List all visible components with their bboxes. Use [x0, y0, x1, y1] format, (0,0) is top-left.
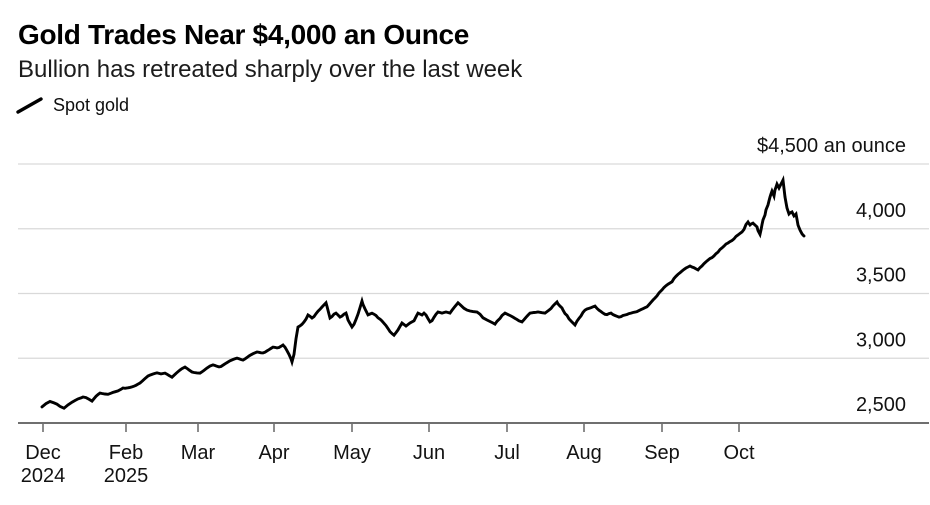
legend: Spot gold: [16, 95, 129, 116]
x-axis-label: Dec: [25, 442, 61, 464]
x-axis-label: Apr: [258, 442, 289, 464]
y-axis-label: 3,000: [856, 329, 906, 351]
x-axis-label: Aug: [566, 442, 602, 464]
y-axis-label: 4,000: [856, 200, 906, 222]
y-axis-label: 3,500: [856, 265, 906, 287]
x-axis-label: Feb: [109, 442, 143, 464]
price-line-spot-gold: [40, 175, 806, 410]
x-axis-label: Sep: [644, 442, 680, 464]
chart-title: Gold Trades Near $4,000 an Ounce: [18, 19, 470, 50]
x-axis-label: Mar: [181, 442, 216, 464]
x-axis-label: Jun: [413, 442, 445, 464]
legend-label: Spot gold: [53, 95, 130, 115]
y-axis-label: 2,500: [856, 394, 906, 416]
x-axis-year-label: 2024: [21, 465, 66, 487]
y-axis-label: $4,500 an ounce: [757, 135, 906, 157]
x-axis-label: May: [333, 442, 371, 464]
x-axis-label: Oct: [723, 442, 755, 464]
x-axis-label: Jul: [494, 442, 520, 464]
chart-subtitle: Bullion has retreated sharply over the l…: [18, 56, 523, 83]
line-series-icon: [16, 97, 43, 114]
x-axis-year-label: 2025: [104, 465, 149, 487]
